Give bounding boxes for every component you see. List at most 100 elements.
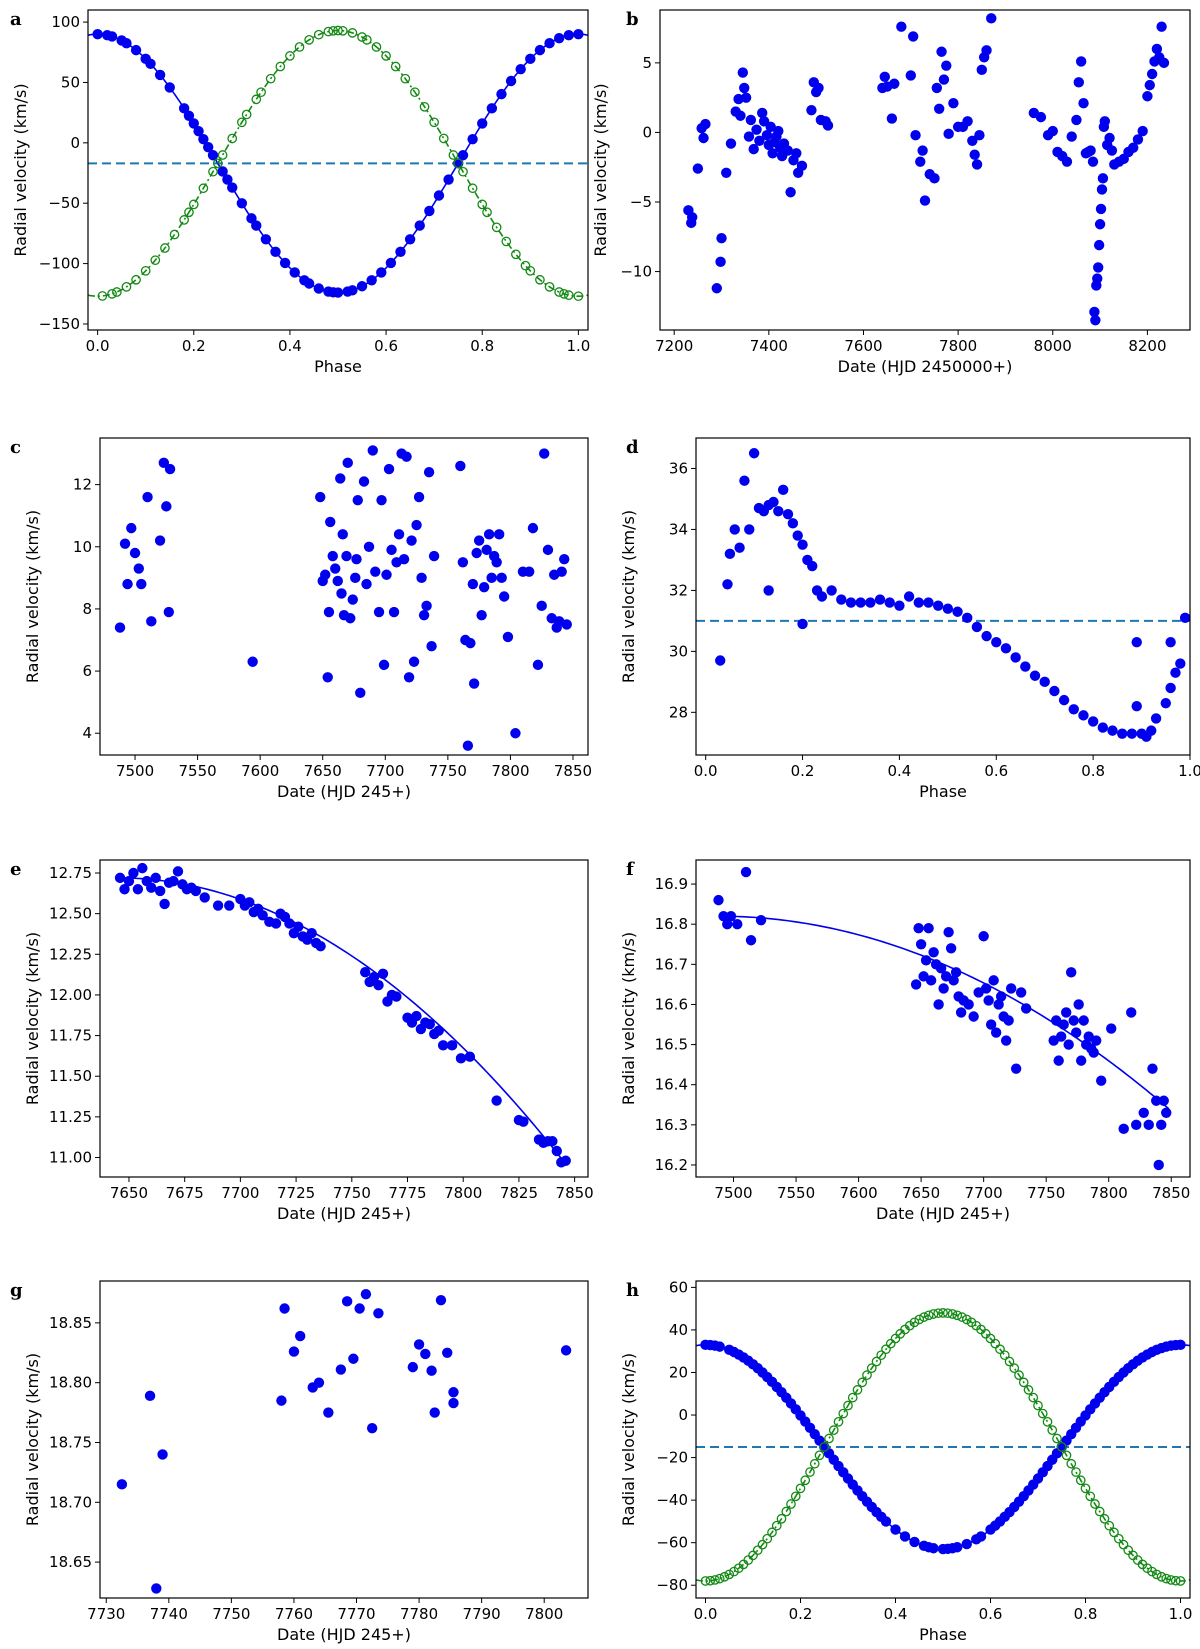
rv-data-point — [974, 130, 985, 141]
rv-data-point — [359, 966, 371, 978]
rv-data-point — [424, 1018, 435, 1030]
rv-data-point — [845, 597, 857, 608]
rv-data-point — [363, 541, 375, 552]
rv-data-point — [368, 971, 380, 983]
rv-data-point — [416, 572, 427, 584]
rv-data-point — [542, 544, 554, 556]
rv-data-point — [154, 535, 166, 546]
rv-data-point — [767, 148, 778, 159]
plot-area — [88, 25, 588, 302]
x-tick-label: 0.6 — [374, 337, 398, 355]
secondary-data-point — [866, 1363, 877, 1374]
rv-data-point — [481, 544, 492, 556]
rv-data-point — [315, 940, 326, 952]
rv-data-point — [1049, 685, 1060, 697]
secondary-data-point — [933, 1308, 944, 1319]
secondary-data-point — [1118, 1539, 1129, 1550]
x-tick-label: 1.0 — [566, 337, 590, 355]
rv-data-point — [962, 116, 973, 127]
rv-data-point — [713, 894, 724, 906]
panel-f: f 7500 7550 7600 7650 7700 7750 7800 7850 16.2 16.… — [619, 859, 1191, 1223]
y-tick-label: 12.75 — [49, 864, 92, 882]
rv-data-point — [700, 118, 711, 130]
rv-data-point — [411, 1010, 422, 1022]
rv-data-point — [923, 923, 934, 934]
primary-data-point — [544, 38, 555, 49]
rv-data-point — [797, 539, 808, 550]
y-tick-label: 18.85 — [49, 1314, 92, 1332]
rv-data-point — [894, 600, 905, 611]
primary-data-point — [525, 53, 536, 65]
rv-data-point — [551, 1145, 562, 1157]
rv-data-point — [560, 1155, 571, 1166]
y-axis-label: Radial velocity (km/s) — [591, 83, 610, 256]
rv-data-point — [413, 1339, 425, 1350]
secondary-data-point — [1094, 1506, 1105, 1517]
primary-data-point — [563, 29, 574, 41]
secondary-data-point — [871, 1356, 882, 1367]
rv-data-point — [1091, 1035, 1102, 1046]
secondary-data-point — [304, 35, 314, 45]
rv-data-point — [1089, 306, 1100, 318]
rv-data-point — [383, 463, 395, 475]
axes-frame — [695, 437, 1191, 756]
rv-data-point — [791, 148, 802, 159]
x-tick-label: 7600 — [839, 1184, 877, 1202]
rv-data-point — [355, 687, 366, 699]
primary-data-point — [188, 118, 199, 129]
rv-data-point — [773, 125, 784, 137]
secondary-data-point — [419, 101, 430, 112]
rv-data-point — [151, 1583, 162, 1594]
rv-data-point — [327, 550, 338, 562]
y-tick-label: 28 — [669, 703, 688, 721]
rv-data-point — [765, 121, 776, 133]
rv-data-point — [1068, 704, 1079, 715]
rv-data-point — [279, 1303, 290, 1314]
rv-data-point — [763, 585, 774, 596]
rv-data-point — [129, 547, 141, 559]
secondary-data-point — [1175, 1576, 1186, 1586]
secondary-data-point — [805, 1467, 815, 1477]
secondary-data-point — [710, 1575, 720, 1585]
secondary-data-point — [285, 51, 295, 61]
rv-data-point — [1132, 134, 1144, 145]
rv-data-point — [740, 92, 752, 103]
rv-data-point — [164, 463, 176, 475]
rv-data-point — [446, 1040, 458, 1051]
rv-data-point — [426, 1365, 437, 1376]
primary-data-point — [395, 246, 406, 258]
y-tick-label: 18.65 — [49, 1553, 92, 1571]
rv-data-point — [332, 575, 343, 587]
rv-data-point — [350, 572, 361, 584]
rv-data-point — [971, 621, 983, 633]
primary-data-point — [121, 38, 132, 49]
rv-data-point — [1093, 239, 1105, 251]
secondary-data-point — [477, 199, 488, 210]
rv-data-point — [745, 114, 757, 126]
rv-data-point — [1106, 145, 1118, 156]
rv-data-point — [1096, 184, 1108, 195]
rv-data-point — [523, 566, 535, 577]
rv-data-point — [1068, 1015, 1079, 1026]
rv-data-point — [981, 630, 992, 642]
primary-data-point — [164, 82, 175, 93]
rv-data-point — [1061, 156, 1073, 167]
secondary-data-point — [1056, 1442, 1067, 1452]
rv-data-point — [1165, 682, 1176, 694]
rv-data-point — [1060, 1007, 1072, 1018]
primary-data-point — [227, 182, 238, 193]
rv-data-point — [393, 529, 405, 540]
rv-data-point — [341, 550, 352, 562]
primary-data-point — [424, 205, 435, 217]
secondary-data-point — [1151, 1569, 1162, 1580]
rv-data-point — [757, 107, 768, 119]
secondary-data-point — [843, 1400, 853, 1411]
secondary-data-point — [198, 183, 209, 194]
x-tick-label: 0.2 — [789, 1605, 813, 1623]
rv-data-point — [917, 145, 928, 156]
secondary-data-point — [1123, 1545, 1134, 1556]
y-tick-label: 0 — [678, 1406, 688, 1424]
rv-data-point — [1147, 1063, 1158, 1074]
rv-data-point — [435, 1294, 447, 1306]
rv-data-point — [1071, 114, 1082, 126]
